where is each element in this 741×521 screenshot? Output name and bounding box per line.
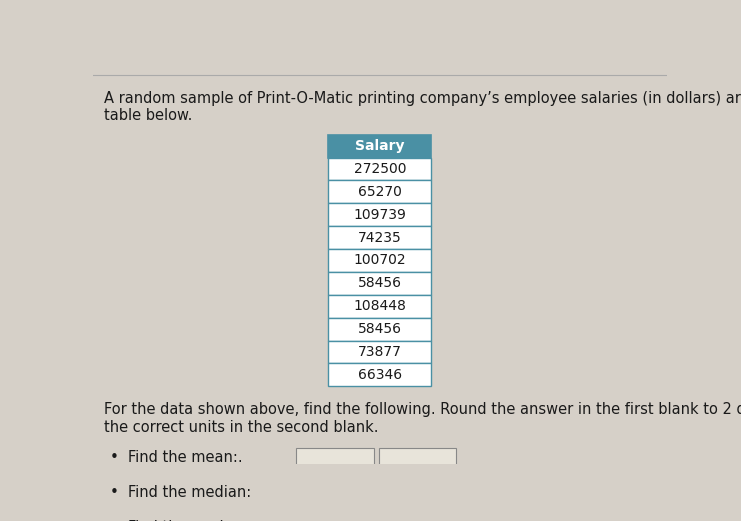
FancyBboxPatch shape [328, 203, 431, 226]
Text: •: • [110, 520, 119, 521]
FancyBboxPatch shape [328, 135, 431, 157]
FancyBboxPatch shape [379, 518, 456, 521]
FancyBboxPatch shape [328, 318, 431, 341]
FancyBboxPatch shape [328, 295, 431, 318]
Text: 73877: 73877 [358, 345, 402, 359]
Text: Find the mode:: Find the mode: [128, 520, 238, 521]
Text: •: • [110, 450, 119, 465]
Text: Find the median:: Find the median: [128, 485, 251, 500]
FancyBboxPatch shape [296, 483, 374, 505]
FancyBboxPatch shape [328, 226, 431, 249]
Text: 109739: 109739 [353, 208, 406, 222]
Text: 74235: 74235 [358, 231, 402, 245]
Text: •: • [110, 485, 119, 500]
FancyBboxPatch shape [379, 483, 456, 505]
FancyBboxPatch shape [328, 272, 431, 295]
FancyBboxPatch shape [296, 448, 374, 470]
Text: For the data shown above, find the following. Round the answer in the first blan: For the data shown above, find the follo… [104, 402, 741, 435]
FancyBboxPatch shape [328, 364, 431, 386]
Text: Find the mean:.: Find the mean:. [128, 450, 243, 465]
Text: 58456: 58456 [358, 322, 402, 336]
Text: 100702: 100702 [353, 254, 406, 267]
FancyBboxPatch shape [328, 180, 431, 203]
Text: Salary: Salary [355, 139, 405, 153]
Text: 58456: 58456 [358, 276, 402, 290]
Text: 66346: 66346 [358, 368, 402, 382]
FancyBboxPatch shape [379, 448, 456, 470]
FancyBboxPatch shape [328, 341, 431, 364]
FancyBboxPatch shape [328, 157, 431, 180]
Text: A random sample of Print-O-Matic printing company’s employee salaries (in dollar: A random sample of Print-O-Matic printin… [104, 91, 741, 123]
FancyBboxPatch shape [328, 249, 431, 272]
Text: 108448: 108448 [353, 299, 406, 313]
Text: 272500: 272500 [353, 162, 406, 176]
FancyBboxPatch shape [296, 518, 374, 521]
Text: 65270: 65270 [358, 185, 402, 199]
